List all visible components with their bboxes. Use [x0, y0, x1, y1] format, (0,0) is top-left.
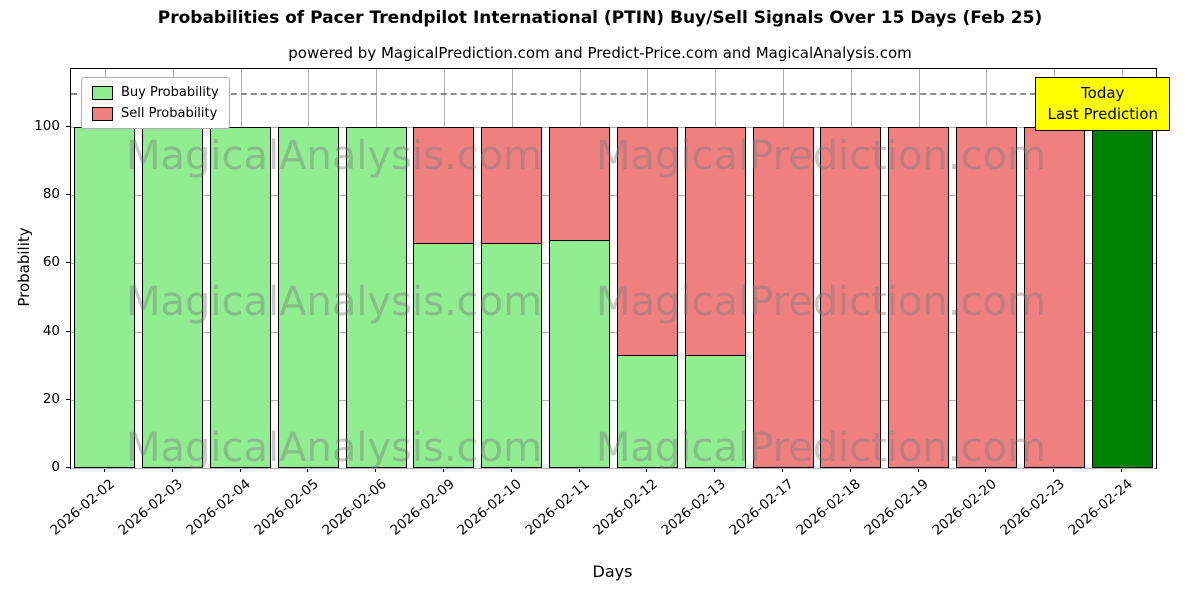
- x-tick-mark: [442, 468, 444, 472]
- y-tick-label: 60: [42, 254, 60, 271]
- x-tick-label-text: 2026-02-17: [725, 476, 797, 539]
- bar-sell-2026-02-18: [820, 126, 882, 468]
- annotation-line-2: Last Prediction: [1047, 105, 1158, 123]
- bar-buy-2026-02-09: [413, 242, 475, 468]
- x-tick-mark: [1121, 468, 1123, 472]
- x-tick-mark: [646, 468, 648, 472]
- annotation-line-1: Today: [1081, 84, 1125, 102]
- x-tick-mark: [510, 468, 512, 472]
- x-tick-label-text: 2026-02-24: [1064, 476, 1136, 539]
- y-tick-mark: [66, 467, 70, 468]
- h-gridline: [71, 126, 1156, 128]
- x-tick-label-text: 2026-02-12: [590, 476, 661, 539]
- x-tick-label-text: 2026-02-03: [115, 476, 187, 539]
- x-tick-mark: [239, 468, 241, 472]
- h-gridline: [71, 331, 1156, 333]
- x-tick-mark: [985, 468, 987, 472]
- x-tick-mark: [917, 468, 919, 472]
- bar-sell-2026-02-13: [684, 126, 746, 357]
- x-tick-mark: [307, 468, 309, 472]
- legend-label-buy: Buy Probability: [121, 85, 219, 100]
- bar-sell-2026-02-17: [752, 126, 814, 468]
- bar-buy-2026-02-03: [142, 126, 204, 468]
- y-tick-label: 20: [42, 390, 60, 407]
- h-gridline: [71, 263, 1156, 265]
- plot-area: MagicalAnalysis.com MagicalPrediction.com…: [70, 68, 1170, 469]
- x-tick-label-text: 2026-02-20: [929, 476, 1000, 539]
- x-tick-mark: [578, 468, 580, 472]
- bar-buy-2026-02-02: [74, 126, 136, 468]
- legend: Buy Probability Sell Probability: [81, 77, 230, 129]
- x-tick-label-text: 2026-02-06: [319, 476, 390, 539]
- bar-buy-2026-02-05: [277, 126, 339, 468]
- x-tick-mark: [782, 468, 784, 472]
- x-tick-label-text: 2026-02-19: [861, 476, 932, 539]
- threshold-dashed-line: [71, 92, 1156, 95]
- x-tick-label-text: 2026-02-04: [183, 476, 254, 539]
- bar-sell-2026-02-23: [1023, 126, 1085, 468]
- h-gridline: [71, 399, 1156, 401]
- x-tick-mark: [171, 468, 173, 472]
- legend-item-buy: Buy Probability: [92, 85, 219, 100]
- bar-sell-2026-02-11: [549, 126, 611, 241]
- x-tick-mark: [103, 468, 105, 472]
- bar-buy-2026-02-12: [616, 355, 678, 468]
- bar-buy-2026-02-11: [549, 239, 611, 468]
- buy-probability-swatch: [92, 85, 113, 100]
- chart-title: Probabilities of Pacer Trendpilot Intern…: [157, 8, 1043, 28]
- x-tick-label-text: 2026-02-02: [47, 476, 119, 539]
- bar-buy-2026-02-10: [481, 242, 543, 468]
- sell-probability-swatch: [92, 106, 113, 121]
- h-gridline: [71, 195, 1156, 197]
- y-tick-mark: [66, 194, 70, 196]
- y-tick-mark: [66, 398, 70, 400]
- x-tick-label-text: 2026-02-18: [793, 476, 865, 539]
- x-tick-label-text: 2026-02-10: [454, 476, 526, 539]
- bar-sell-2026-02-20: [955, 126, 1017, 468]
- x-tick-label-text: 2026-02-13: [658, 476, 729, 539]
- x-tick-label-text: 2026-02-09: [386, 476, 458, 539]
- today-last-prediction-annotation: Today Last Prediction: [1035, 77, 1170, 131]
- chart-subtitle: powered by MagicalPrediction.com and Pre…: [288, 44, 912, 62]
- x-axis-label: Days: [592, 562, 633, 581]
- bar-buy-2026-02-13: [684, 355, 746, 468]
- bar-sell-2026-02-19: [888, 126, 950, 468]
- x-tick-label-text: 2026-02-05: [251, 476, 322, 539]
- y-tick-label: 80: [42, 186, 60, 203]
- bar-buy-2026-02-04: [210, 126, 272, 468]
- legend-label-sell: Sell Probability: [121, 106, 218, 121]
- bar-buy-2026-02-24: [1091, 126, 1153, 468]
- y-tick-label: 100: [34, 117, 60, 134]
- y-tick-label: 40: [42, 322, 60, 339]
- y-tick-mark: [66, 125, 70, 127]
- x-tick-label-text: 2026-02-23: [997, 476, 1068, 539]
- h-gridline: [71, 468, 1156, 469]
- legend-item-sell: Sell Probability: [92, 106, 219, 121]
- x-tick-mark: [375, 468, 377, 472]
- x-tick-mark: [714, 468, 716, 472]
- bar-buy-2026-02-06: [345, 126, 407, 468]
- x-tick-mark: [849, 468, 851, 472]
- y-tick-mark: [66, 330, 70, 332]
- x-tick-mark: [1053, 468, 1055, 472]
- bar-sell-2026-02-10: [481, 127, 543, 244]
- y-tick-mark: [66, 262, 70, 264]
- x-tick-label-text: 2026-02-11: [522, 476, 593, 539]
- y-tick-label: 0: [51, 459, 60, 475]
- bar-sell-2026-02-12: [616, 126, 678, 357]
- bar-sell-2026-02-09: [413, 127, 475, 244]
